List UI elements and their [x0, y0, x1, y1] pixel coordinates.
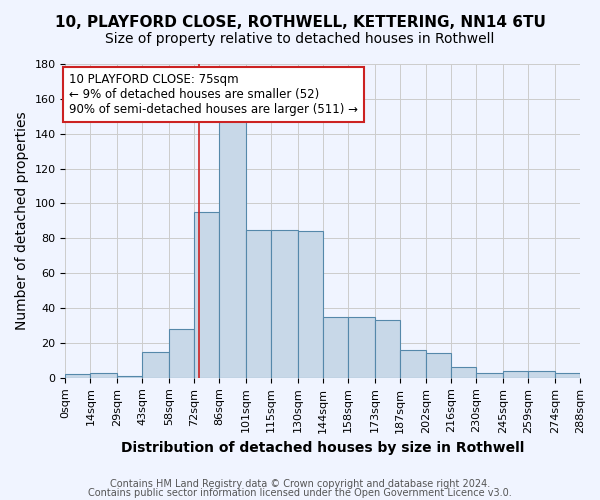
Bar — [427, 354, 451, 378]
Bar — [298, 232, 323, 378]
Bar — [169, 329, 194, 378]
Bar — [503, 371, 528, 378]
Bar — [348, 317, 374, 378]
X-axis label: Distribution of detached houses by size in Rothwell: Distribution of detached houses by size … — [121, 441, 524, 455]
Text: 10 PLAYFORD CLOSE: 75sqm
← 9% of detached houses are smaller (52)
90% of semi-de: 10 PLAYFORD CLOSE: 75sqm ← 9% of detache… — [69, 72, 358, 116]
Bar — [117, 376, 142, 378]
Bar — [246, 230, 271, 378]
Bar — [451, 368, 476, 378]
Bar — [400, 350, 427, 378]
Bar — [476, 372, 503, 378]
Bar — [271, 230, 298, 378]
Bar — [555, 372, 580, 378]
Text: Contains public sector information licensed under the Open Government Licence v3: Contains public sector information licen… — [88, 488, 512, 498]
Bar — [65, 374, 91, 378]
Bar — [219, 120, 246, 378]
Y-axis label: Number of detached properties: Number of detached properties — [15, 112, 29, 330]
Bar — [374, 320, 400, 378]
Bar — [142, 352, 169, 378]
Bar — [323, 317, 348, 378]
Text: Contains HM Land Registry data © Crown copyright and database right 2024.: Contains HM Land Registry data © Crown c… — [110, 479, 490, 489]
Bar — [528, 371, 555, 378]
Text: Size of property relative to detached houses in Rothwell: Size of property relative to detached ho… — [106, 32, 494, 46]
Bar — [91, 372, 117, 378]
Bar — [194, 212, 219, 378]
Text: 10, PLAYFORD CLOSE, ROTHWELL, KETTERING, NN14 6TU: 10, PLAYFORD CLOSE, ROTHWELL, KETTERING,… — [55, 15, 545, 30]
